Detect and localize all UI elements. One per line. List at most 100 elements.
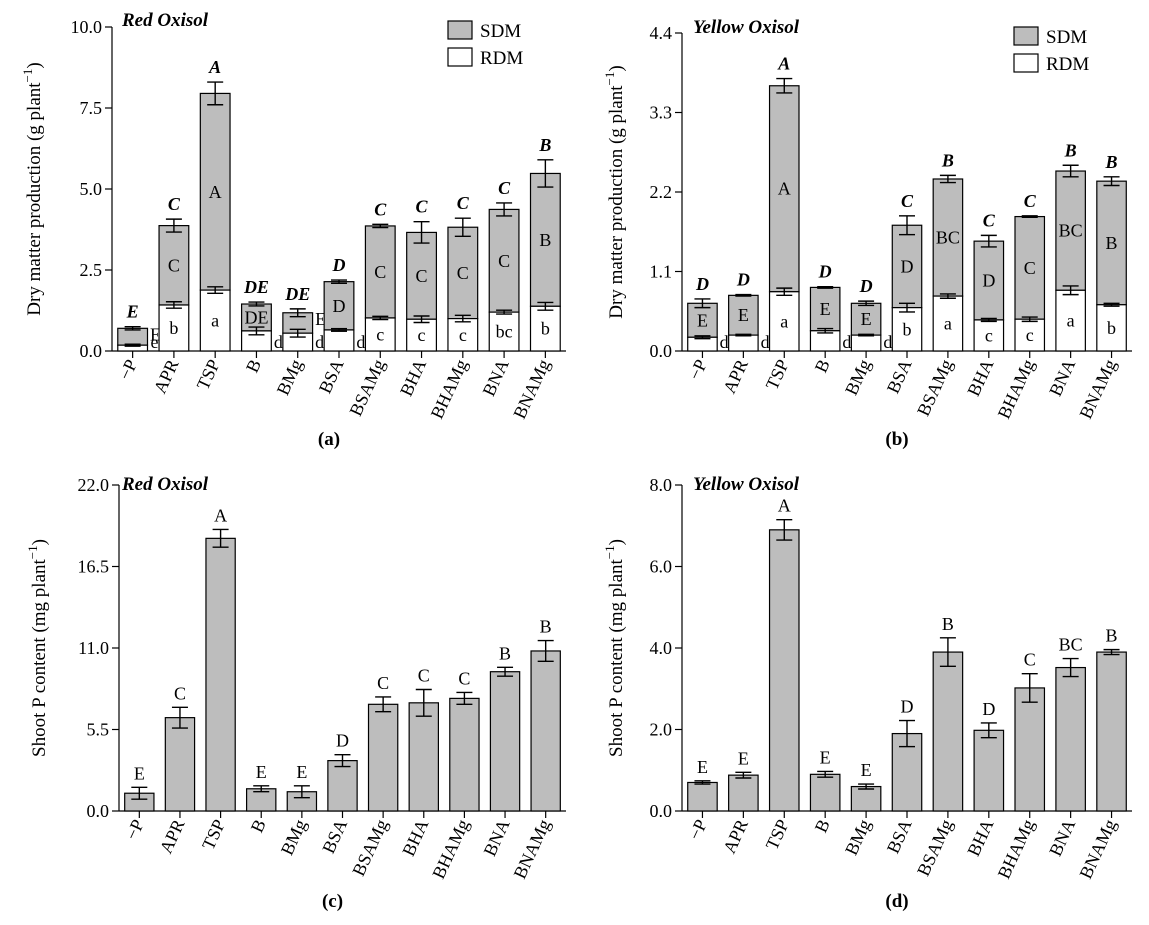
panel-c-category-label: APR: [156, 816, 189, 856]
panel-d-category-label: BSAMg: [913, 816, 956, 879]
panel-d-bar: [768, 529, 800, 812]
panel-d-bar: [1055, 666, 1086, 812]
panel-c-ytick-label: 0.0: [87, 801, 110, 821]
panel-b-category-label: BSAMg: [913, 356, 956, 419]
panel-b-ytick-label: 0.0: [650, 341, 673, 361]
panel-a-rdm-letter: b: [541, 319, 550, 339]
panel-a-bar-rdm: [406, 318, 438, 352]
panel-a-sdm-letter: DE: [244, 307, 268, 327]
panel-a-total-letter: C: [168, 194, 181, 214]
panel-b-sdm-letter: E: [820, 299, 831, 319]
panel-c-letter: E: [134, 763, 145, 783]
panel-c-category-label: BNA: [479, 816, 513, 859]
panel-a-sdm-letter: E: [150, 324, 161, 344]
panel-c-category-label: TSP: [198, 816, 229, 853]
panel-a-sdm-letter: E: [315, 309, 326, 329]
panel-b-legend-swatch-rdm: [1013, 53, 1039, 73]
panel-d-category-label: BNAMg: [1075, 816, 1120, 882]
panel-b-total-letter: D: [695, 274, 709, 294]
panel-c-ytick-label: 11.0: [78, 638, 109, 658]
panel-a-y-axis-label: Dry matter production (g plant−1): [20, 62, 45, 315]
panel-c-bar: [205, 537, 236, 812]
panel-b-category-label: B: [811, 356, 834, 375]
panel-c-y-axis-label-sup: −1: [25, 545, 40, 559]
panel-d-letter: C: [1024, 650, 1036, 670]
panel-b-y-axis-label-main: Dry matter production (g plant: [606, 85, 627, 319]
panel-b-y-axis-label-end: ): [606, 65, 627, 71]
panel-d-bar: [891, 732, 923, 812]
panel-b-sdm-letter: A: [778, 179, 791, 199]
panel-b-total-letter: D: [859, 276, 873, 296]
panel-b-bar-sdm: [973, 240, 1005, 321]
panel-a-y-axis-label-end: ): [24, 62, 45, 68]
panel-c-category-label: BHAMg: [428, 816, 473, 882]
panel-b-rdm-letter: a: [944, 314, 952, 334]
panel-a-bar-rdm: [447, 318, 479, 352]
panel-d-bar: [932, 651, 964, 812]
panel-a-ytick-label: 2.5: [80, 260, 103, 280]
panel-b-rdm-letter: b: [1107, 318, 1116, 338]
panel-b-category-label: BSA: [883, 356, 916, 396]
panel-a-bar-sdm: [529, 172, 561, 307]
panel-b-ytick-label: 4.4: [650, 23, 673, 43]
panel-a-bar-sdm: [117, 327, 149, 346]
panel-a-rdm-letter: bc: [496, 322, 513, 342]
panel-a-bar-rdm: [158, 304, 190, 352]
panel-a-total-letter: C: [416, 197, 429, 217]
panel-a-title: Red Oxisol: [121, 10, 209, 31]
panel-a-rdm-letter: b: [169, 318, 178, 338]
panel-b-sdm-letter: BC: [1059, 221, 1083, 241]
panel-b-bar-rdm: [973, 319, 1005, 352]
panel-c-category-label: BSA: [318, 816, 351, 856]
panel-b-category-label: TSP: [762, 356, 793, 393]
panel-b-rdm-letter: d: [883, 332, 892, 352]
panel-a-total-letter: B: [538, 135, 551, 155]
panel-b-legend-label-sdm: SDM: [1046, 27, 1087, 48]
panel-b-bar-sdm: [809, 286, 841, 332]
panel-a-total-letter: C: [374, 199, 387, 219]
panel-a-y-axis-label-sup: −1: [20, 69, 35, 83]
panel-a-bar-sdm: [323, 281, 355, 331]
panel-c-category-label: BNAMg: [510, 816, 555, 882]
panel-b-bar-rdm: [1014, 318, 1046, 352]
panel-a-bar-rdm: [199, 289, 231, 352]
panel-a-category-label: BMg: [273, 356, 307, 398]
panel-b-total-letter: A: [777, 54, 790, 74]
panel-a-ytick-label: 7.5: [80, 98, 103, 118]
panel-b-total-letter: B: [1064, 140, 1077, 160]
panel-d-category-label: BHAMg: [994, 816, 1039, 882]
panel-d-ytick-label: 6.0: [650, 557, 673, 577]
panel-a-bar-sdm: [488, 208, 520, 313]
panel-b-bar-rdm: [728, 334, 759, 352]
panel-c-letter: B: [540, 617, 552, 637]
panel-a-category-label: APR: [150, 356, 183, 396]
panel-b-bar-rdm: [1055, 289, 1086, 352]
panel-d-bar: [687, 781, 718, 812]
panel-b-y-axis-label-sup: −1: [602, 72, 617, 86]
panel-b-sdm-letter: E: [861, 309, 872, 329]
panel-b-rdm-letter: a: [780, 311, 788, 331]
panel-b-sdm-letter: C: [1024, 258, 1036, 278]
panel-d-letter: E: [738, 748, 749, 768]
panel-c-bar: [530, 650, 561, 812]
panel-c-ytick-label: 16.5: [78, 557, 110, 577]
panel-d-ytick-label: 4.0: [650, 638, 673, 658]
panel-a-legend-label-sdm: SDM: [480, 21, 521, 42]
panel-a-ytick-label: 10.0: [71, 17, 103, 37]
panel-b-rdm-letter: a: [1067, 311, 1075, 331]
panel-b-total-letter: D: [818, 262, 832, 282]
panel-b-rdm-letter: d: [720, 332, 729, 352]
panel-d-letter: E: [697, 757, 708, 777]
panel-a-category-label: BSA: [315, 356, 348, 396]
panel-d-y-axis-label-end: ): [606, 539, 627, 545]
panel-a-sdm-letter: C: [416, 266, 428, 286]
panel-b-bar-rdm: [768, 291, 800, 352]
panel-a-bar-sdm: [406, 231, 438, 320]
panel-b-sdm-letter: D: [982, 271, 995, 291]
panel-b-category-label: BHAMg: [994, 356, 1039, 422]
panel-c-y-axis-label-end: ): [29, 539, 50, 545]
panel-a-bar-sdm: [447, 226, 479, 320]
panel-c-bar: [327, 760, 358, 812]
panel-b-category-label: BNA: [1045, 356, 1079, 399]
panel-b-total-letter: C: [901, 191, 914, 211]
